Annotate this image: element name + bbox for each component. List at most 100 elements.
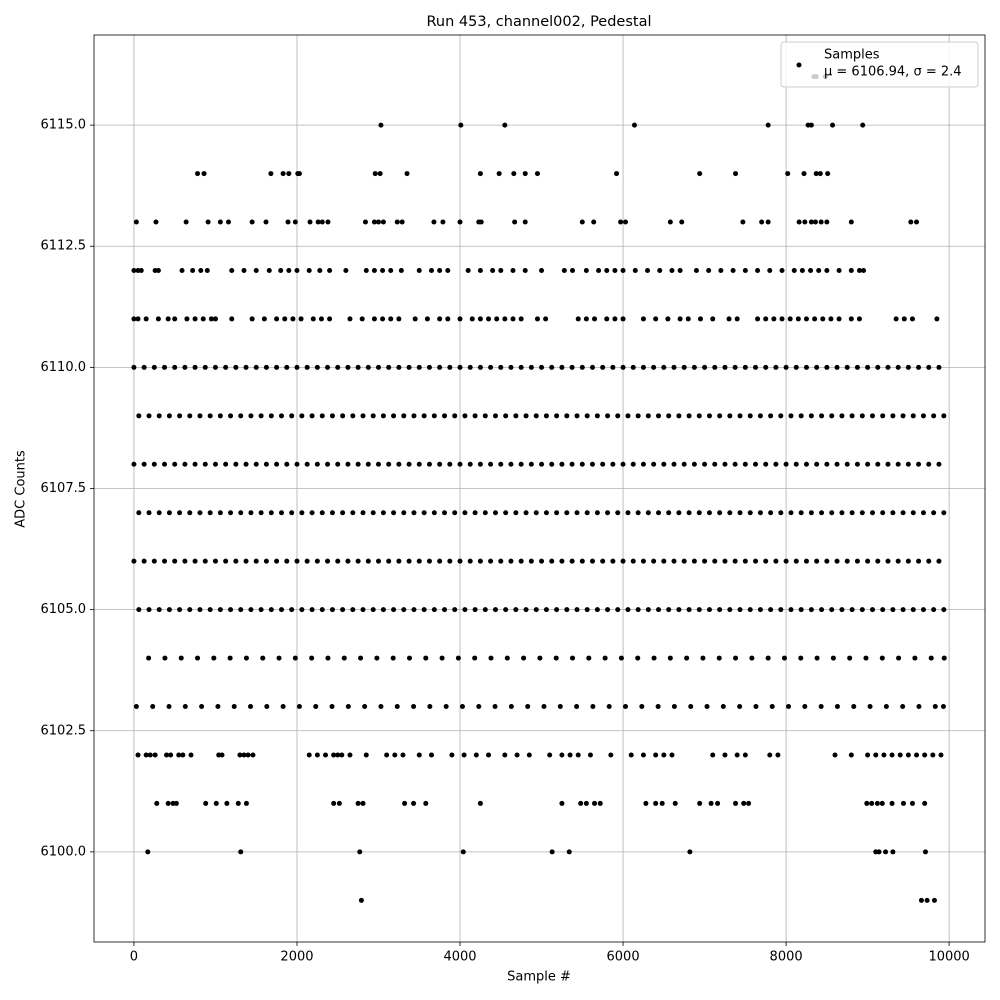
point (526, 752, 532, 758)
point (727, 607, 733, 613)
point (374, 655, 380, 661)
point (345, 558, 351, 564)
point (717, 413, 723, 419)
point (401, 510, 407, 516)
legend: Samples μ = 6106.94, σ = 2.4 (780, 41, 979, 88)
point (829, 607, 835, 613)
point (783, 461, 789, 467)
point (370, 510, 376, 516)
point (380, 607, 386, 613)
point (712, 364, 718, 370)
point (594, 607, 600, 613)
point (620, 267, 626, 273)
point (931, 413, 937, 419)
point (874, 800, 880, 806)
point (347, 316, 353, 322)
point (779, 267, 785, 273)
point (798, 655, 804, 661)
point (355, 364, 361, 370)
point (605, 510, 611, 516)
point (280, 704, 286, 710)
point (708, 800, 714, 806)
point (253, 364, 259, 370)
point (376, 219, 382, 225)
point (830, 122, 836, 128)
point (156, 510, 162, 516)
point (528, 558, 534, 564)
point (228, 413, 234, 419)
point (834, 704, 840, 710)
point (706, 607, 712, 613)
point (820, 316, 826, 322)
point (564, 510, 570, 516)
point (635, 413, 641, 419)
point (431, 413, 437, 419)
point (428, 267, 434, 273)
point (472, 413, 478, 419)
point (793, 461, 799, 467)
point (199, 704, 205, 710)
point (726, 316, 732, 322)
point (503, 510, 509, 516)
point (224, 800, 230, 806)
point (172, 461, 178, 467)
point (547, 752, 553, 758)
point (889, 800, 895, 806)
point (523, 607, 529, 613)
point (213, 800, 219, 806)
point (350, 510, 356, 516)
point (243, 364, 249, 370)
point (618, 219, 624, 225)
point (488, 461, 494, 467)
point (514, 752, 520, 758)
point (667, 219, 673, 225)
point (461, 752, 467, 758)
point (863, 655, 869, 661)
point (549, 461, 555, 467)
point (753, 364, 759, 370)
point (294, 364, 300, 370)
point (625, 413, 631, 419)
point (727, 510, 733, 516)
point (610, 364, 616, 370)
point (549, 364, 555, 370)
point (914, 752, 920, 758)
point (656, 413, 662, 419)
point (747, 607, 753, 613)
point (931, 897, 937, 903)
point (437, 461, 443, 467)
point (156, 413, 162, 419)
point (166, 413, 172, 419)
y-tick-label: 6102.5 (41, 723, 87, 738)
point (920, 413, 926, 419)
point (879, 800, 885, 806)
legend-label: Samples (824, 48, 880, 63)
point (543, 413, 549, 419)
point (592, 800, 598, 806)
point (380, 219, 386, 225)
point (190, 267, 196, 273)
point (340, 413, 346, 419)
point (492, 704, 498, 710)
point (798, 510, 804, 516)
point (187, 413, 193, 419)
point (559, 558, 565, 564)
point (442, 413, 448, 419)
point (865, 558, 871, 564)
point (327, 316, 333, 322)
point (710, 316, 716, 322)
point (416, 461, 422, 467)
point (661, 364, 667, 370)
point (594, 510, 600, 516)
point (630, 364, 636, 370)
point (243, 558, 249, 564)
point (355, 461, 361, 467)
point (296, 704, 302, 710)
y-axis-label: ADC Counts (14, 450, 29, 528)
point (241, 267, 247, 273)
point (399, 219, 405, 225)
point (360, 413, 366, 419)
point (462, 413, 468, 419)
point (131, 316, 137, 322)
point (856, 267, 862, 273)
